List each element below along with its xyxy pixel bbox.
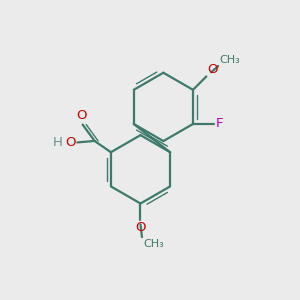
Text: O: O bbox=[76, 109, 86, 122]
Text: O: O bbox=[207, 62, 218, 76]
Text: O: O bbox=[65, 136, 76, 149]
Text: CH₃: CH₃ bbox=[143, 238, 164, 249]
Text: F: F bbox=[215, 118, 223, 130]
Text: H: H bbox=[53, 136, 63, 149]
Text: CH₃: CH₃ bbox=[219, 55, 240, 65]
Text: O: O bbox=[135, 221, 146, 234]
